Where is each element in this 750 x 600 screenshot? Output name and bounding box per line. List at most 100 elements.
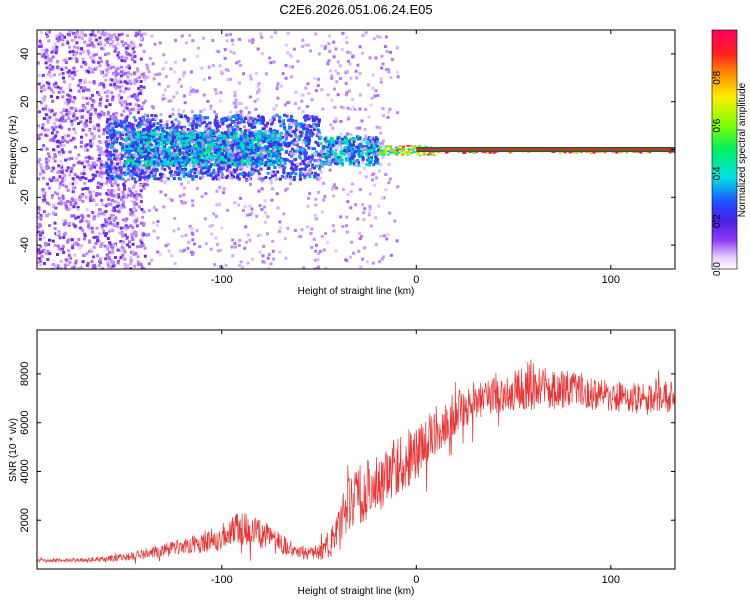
spectrogram-cell	[143, 254, 147, 258]
spectrogram-cell	[262, 118, 265, 122]
spectrogram-cell	[78, 109, 82, 113]
spectrogram-cell	[65, 108, 69, 112]
spectrogram-cell	[173, 161, 177, 165]
spectrogram-cell	[121, 199, 125, 203]
spectrogram-cell	[225, 118, 229, 121]
spectrogram-cell	[234, 105, 238, 109]
spectrogram-cell	[98, 56, 102, 60]
spectrogram-cell	[318, 160, 322, 164]
spectrogram-cell	[351, 159, 355, 163]
spectrogram-cell	[272, 118, 276, 121]
spectrogram-cell	[177, 161, 181, 165]
spectrogram-cell	[183, 153, 187, 157]
spectrogram-cell	[236, 114, 240, 118]
spectrogram-cell	[50, 196, 54, 200]
spectrogram-cell	[56, 171, 60, 174]
spectrogram-cell	[93, 108, 97, 112]
spectrogram-cell	[257, 176, 261, 180]
spectrogram-cell	[122, 143, 126, 147]
spectrogram-cell	[271, 163, 275, 167]
spectrogram-cell	[314, 89, 318, 93]
spectrogram-cell	[264, 124, 268, 128]
spectrogram-cell	[187, 136, 191, 140]
spectrogram-cell	[168, 126, 172, 130]
spectrogram-cell	[345, 90, 349, 94]
spectrogram-cell	[81, 89, 85, 93]
spectrogram-cell	[304, 43, 308, 47]
spectrogram-cell	[320, 164, 324, 168]
spectrogram-cell	[144, 75, 147, 79]
spectrogram-cell	[260, 158, 264, 162]
spectrogram-cell	[220, 131, 224, 135]
spectrogram-cell	[116, 201, 120, 205]
spectrogram-cell	[114, 47, 118, 51]
spectrogram-cell	[261, 121, 265, 125]
spectrogram-cell	[140, 122, 144, 126]
spectrogram-cell	[92, 176, 96, 180]
spectrogram-cell	[269, 133, 273, 137]
spectrogram-cell	[226, 164, 230, 168]
spectrogram-cell	[305, 151, 308, 155]
spectrogram-cell	[147, 209, 151, 213]
spectrogram-cell	[247, 233, 250, 237]
spectrogram-cell	[64, 185, 68, 189]
spectrogram-cell	[39, 217, 43, 221]
spectrogram-cell	[282, 119, 286, 123]
spectrogram-cell	[129, 208, 133, 212]
spectrogram-cell	[375, 144, 379, 148]
spectrogram-cell	[294, 166, 298, 170]
spectrogram-cell	[81, 215, 85, 219]
spectrogram-cell	[349, 157, 353, 161]
spectrogram-cell	[337, 155, 340, 159]
spectrogram-cell	[240, 159, 244, 163]
spectrogram-cell	[169, 131, 173, 135]
spectrogram-cell	[310, 157, 314, 161]
spectrogram-cell	[351, 152, 354, 156]
spectrogram-cell	[72, 112, 76, 116]
spectrogram-cell	[109, 83, 113, 87]
spectrogram-cell	[320, 235, 324, 238]
spectrogram-cell	[179, 142, 183, 146]
spectrogram-cell	[256, 118, 260, 122]
spectrogram-cell	[221, 166, 225, 170]
spectrogram-cell	[126, 71, 130, 75]
spectrogram-cell	[330, 74, 334, 78]
spectrogram-cell	[51, 126, 55, 130]
spectrogram-cell	[371, 261, 375, 265]
spectrogram-cell	[145, 154, 149, 158]
spectrogram-cell	[360, 152, 363, 155]
spectrogram-cell	[294, 135, 298, 139]
spectrogram-cell	[117, 163, 121, 167]
spectrogram-cell	[396, 150, 400, 153]
spectrogram-cell	[410, 151, 414, 154]
spectrogram-cell	[194, 122, 198, 126]
spectrogram-cell	[92, 100, 96, 104]
spectrogram-cell	[120, 137, 124, 141]
spectrogram-cell	[263, 138, 267, 141]
spectrogram-cell	[197, 121, 201, 125]
spectrogram-cell	[39, 259, 42, 263]
spectrogram-cell	[63, 219, 67, 223]
spectrogram-cell	[216, 243, 219, 246]
spectrogram-cell	[384, 150, 388, 153]
spectrogram-cell	[93, 160, 97, 164]
spectrogram-cell	[251, 139, 255, 143]
spectrogram-cell	[364, 147, 368, 151]
spectrogram-cell	[79, 86, 83, 90]
spectrogram-cell	[244, 147, 248, 151]
spectrogram-cell	[227, 115, 231, 119]
spectrogram-cell	[380, 66, 384, 70]
spectrogram-cell	[69, 203, 73, 207]
spectrogram-cell	[313, 267, 317, 269]
spectrogram-cell	[119, 249, 123, 253]
spectrogram-cell	[124, 106, 127, 109]
spectrogram-cell	[77, 35, 81, 39]
spectrogram-cell	[39, 42, 43, 46]
spectrogram-cell	[124, 72, 128, 75]
spectrogram-cell	[60, 119, 64, 123]
spectrogram-cell	[310, 98, 314, 102]
spectrogram-cell	[210, 163, 214, 167]
spectrogram-cell	[114, 87, 118, 91]
spectrogram-cell	[160, 128, 164, 132]
spectrogram-cell	[174, 170, 178, 174]
